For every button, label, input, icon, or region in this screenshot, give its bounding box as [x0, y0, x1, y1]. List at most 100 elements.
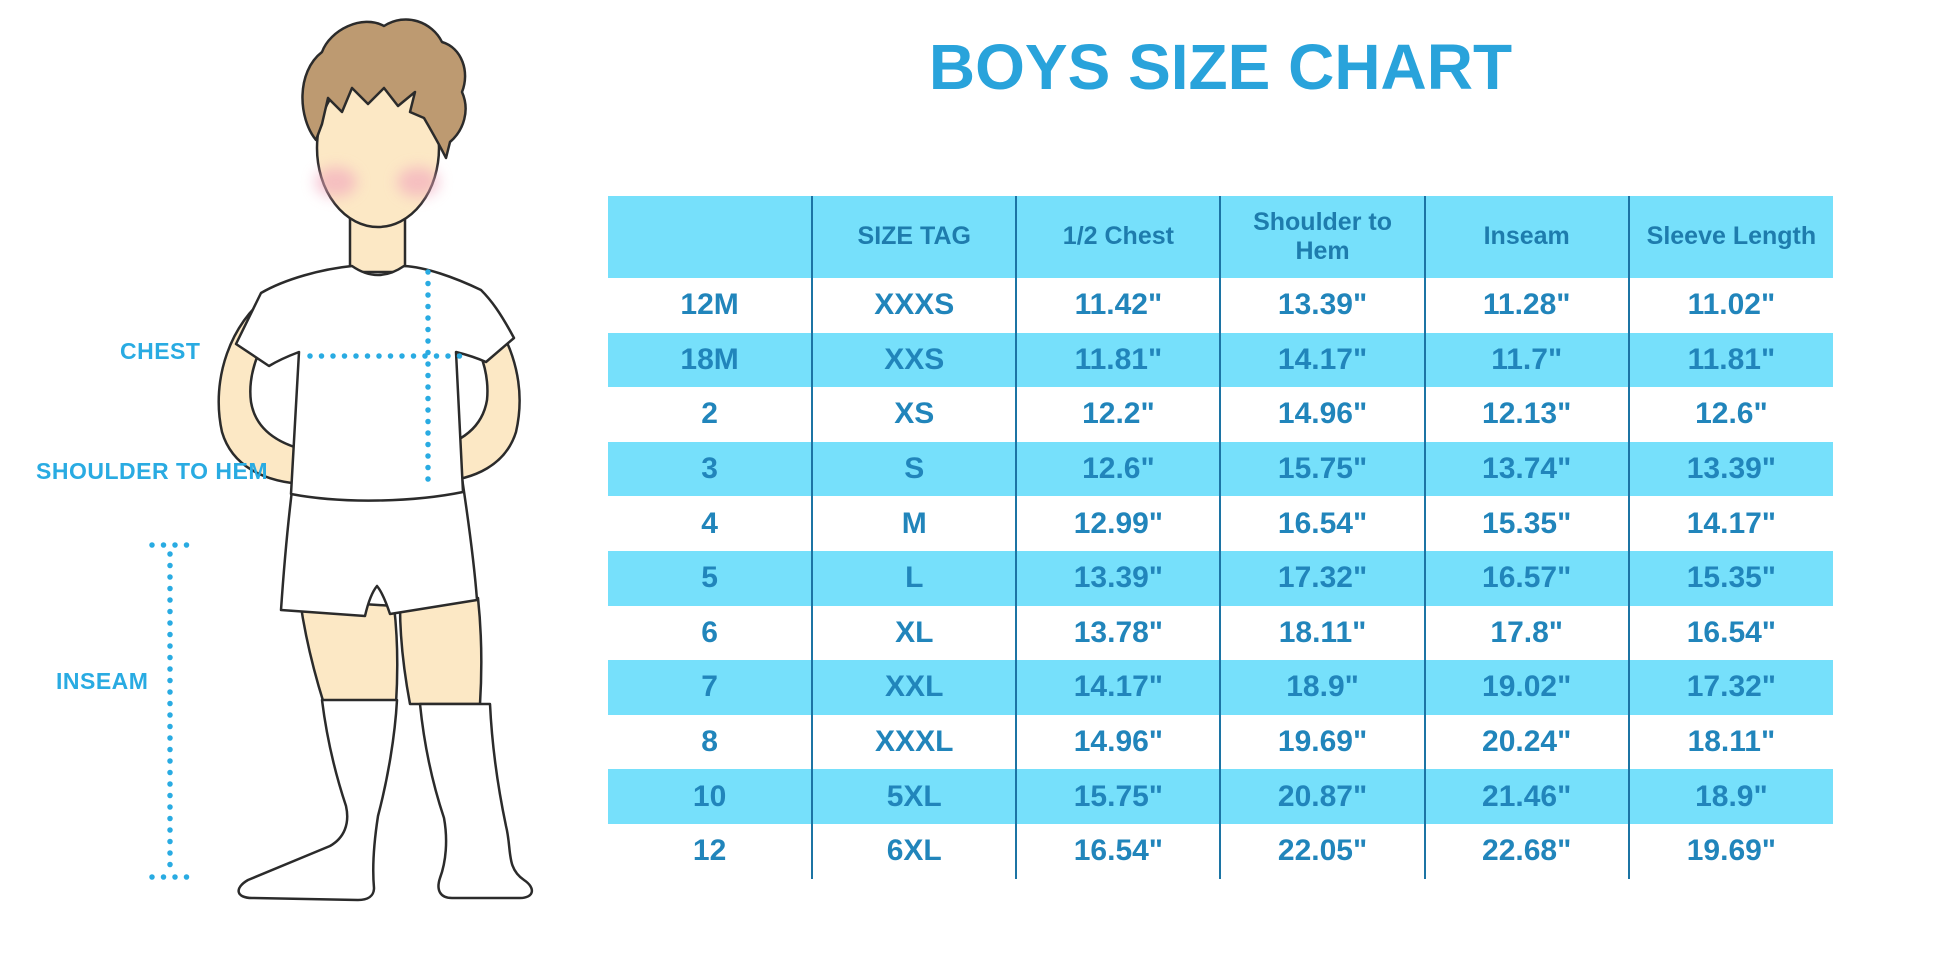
- boy-illustration: [149, 18, 533, 902]
- size-cell: 16.54": [1219, 496, 1425, 551]
- size-cell: 14.17": [1219, 332, 1425, 388]
- size-cell: 15.75": [1219, 441, 1425, 497]
- size-cell: 6XL: [811, 823, 1017, 879]
- row-size-label: 18M: [608, 332, 813, 388]
- right-leg: [398, 596, 483, 706]
- size-cell: 16.57": [1423, 550, 1629, 606]
- size-cell: 5XL: [811, 769, 1017, 824]
- row-size-label: 2: [608, 387, 813, 442]
- table-row: 12M XXXS 11.42" 13.39" 11.28" 11.02": [608, 278, 1833, 333]
- size-cell: 19.69": [1219, 714, 1425, 770]
- size-cell: 17.8": [1423, 605, 1629, 661]
- size-cell: 19.69": [1627, 823, 1833, 879]
- table-row: 10 5XL 15.75" 20.87" 21.46" 18.9": [608, 769, 1833, 824]
- size-cell: 13.74": [1423, 441, 1629, 497]
- size-cell: L: [811, 550, 1017, 606]
- shoulder-to-hem-label: SHOULDER TO HEM: [36, 458, 268, 484]
- size-cell: 11.7": [1423, 332, 1629, 388]
- size-cell: 14.17": [1627, 496, 1833, 551]
- size-cell: 12.13": [1423, 387, 1629, 442]
- size-cell: 13.39": [1219, 278, 1425, 333]
- inseam-label: INSEAM: [56, 668, 149, 694]
- column-header: 1/2 Chest: [1015, 196, 1221, 278]
- size-cell: 18.9": [1219, 660, 1425, 715]
- size-cell: M: [811, 496, 1017, 551]
- size-cell: 17.32": [1219, 550, 1425, 606]
- size-cell: 12.6": [1627, 387, 1833, 442]
- size-cell: 16.54": [1015, 823, 1221, 879]
- size-cell: 11.02": [1627, 278, 1833, 333]
- size-cell: 15.35": [1627, 550, 1833, 606]
- size-cell: 16.54": [1627, 605, 1833, 661]
- table-row: 12 6XL 16.54" 22.05" 22.68" 19.69": [608, 823, 1833, 879]
- size-cell: 13.39": [1627, 441, 1833, 497]
- size-cell: 11.28": [1423, 278, 1629, 333]
- hair: [301, 18, 467, 160]
- row-size-label: 10: [608, 769, 813, 824]
- size-cell: 11.42": [1015, 278, 1221, 333]
- left-cheek: [315, 167, 357, 197]
- row-size-label: 6: [608, 605, 813, 661]
- inseam-measure-line: [149, 542, 195, 880]
- table-row: 4 M 12.99" 16.54" 15.35" 14.17": [608, 496, 1833, 551]
- row-size-label: 4: [608, 496, 813, 551]
- page-title: BOYS SIZE CHART: [928, 31, 1513, 103]
- size-chart-table: SIZE TAG 1/2 Chest Shoulder to Hem Inseam Sl…: [608, 196, 1833, 879]
- left-sock: [237, 698, 399, 902]
- size-cell: XXXL: [811, 714, 1017, 770]
- size-chart-body: 12M XXXS 11.42" 13.39" 11.28" 11.02" 18M XXS 11.…: [608, 278, 1833, 879]
- size-cell: 22.05": [1219, 823, 1425, 879]
- size-cell: 14.96": [1219, 387, 1425, 442]
- header-row: SIZE TAG 1/2 Chest Shoulder to Hem Inseam Sl…: [608, 196, 1833, 278]
- row-size-label: 3: [608, 441, 813, 497]
- size-cell: XL: [811, 605, 1017, 661]
- size-cell: 15.35": [1423, 496, 1629, 551]
- chest-label: CHEST: [120, 338, 201, 364]
- size-cell: XXS: [811, 332, 1017, 388]
- column-header: [608, 196, 813, 278]
- size-cell: 20.87": [1219, 769, 1425, 824]
- row-size-label: 5: [608, 550, 813, 606]
- size-cell: 12.6": [1015, 441, 1221, 497]
- size-cell: XXXS: [811, 278, 1017, 333]
- size-cell: 15.75": [1015, 769, 1221, 824]
- size-cell: XXL: [811, 660, 1017, 715]
- table-row: 5 L 13.39" 17.32" 16.57" 15.35": [608, 550, 1833, 606]
- table-row: 6 XL 13.78" 18.11" 17.8" 16.54": [608, 605, 1833, 661]
- size-cell: 12.99": [1015, 496, 1221, 551]
- row-size-label: 8: [608, 714, 813, 770]
- size-cell: 20.24": [1423, 714, 1629, 770]
- size-cell: 21.46": [1423, 769, 1629, 824]
- t-shirt: [234, 264, 516, 502]
- size-chart-header: SIZE TAG 1/2 Chest Shoulder to Hem Inseam Sl…: [608, 196, 1833, 278]
- size-cell: 13.78": [1015, 605, 1221, 661]
- table-row: 7 XXL 14.17" 18.9" 19.02" 17.32": [608, 660, 1833, 715]
- size-cell: 22.68": [1423, 823, 1629, 879]
- column-header: SIZE TAG: [811, 196, 1017, 278]
- column-header: Sleeve Length: [1627, 196, 1833, 278]
- size-cell: 19.02": [1423, 660, 1629, 715]
- size-cell: 14.17": [1015, 660, 1221, 715]
- table-row: 3 S 12.6" 15.75" 13.74" 13.39": [608, 441, 1833, 497]
- size-cell: 18.11": [1219, 605, 1425, 661]
- right-cheek: [397, 167, 439, 197]
- row-size-label: 12: [608, 823, 813, 879]
- size-cell: 17.32": [1627, 660, 1833, 715]
- size-cell: 18.9": [1627, 769, 1833, 824]
- table-row: 8 XXXL 14.96" 19.69" 20.24" 18.11": [608, 714, 1833, 770]
- row-size-label: 12M: [608, 278, 813, 333]
- column-header: Shoulder to Hem: [1219, 196, 1425, 278]
- size-cell: XS: [811, 387, 1017, 442]
- row-size-label: 7: [608, 660, 813, 715]
- size-cell: 12.2": [1015, 387, 1221, 442]
- column-header: Inseam: [1423, 196, 1629, 278]
- table-row: 2 XS 12.2" 14.96" 12.13" 12.6": [608, 387, 1833, 442]
- shorts: [279, 476, 479, 618]
- size-cell: 18.11": [1627, 714, 1833, 770]
- size-cell: 11.81": [1627, 332, 1833, 388]
- table-row: 18M XXS 11.81" 14.17" 11.7" 11.81": [608, 332, 1833, 388]
- right-sock: [418, 702, 533, 900]
- size-cell: 11.81": [1015, 332, 1221, 388]
- size-cell: 13.39": [1015, 550, 1221, 606]
- size-cell: 14.96": [1015, 714, 1221, 770]
